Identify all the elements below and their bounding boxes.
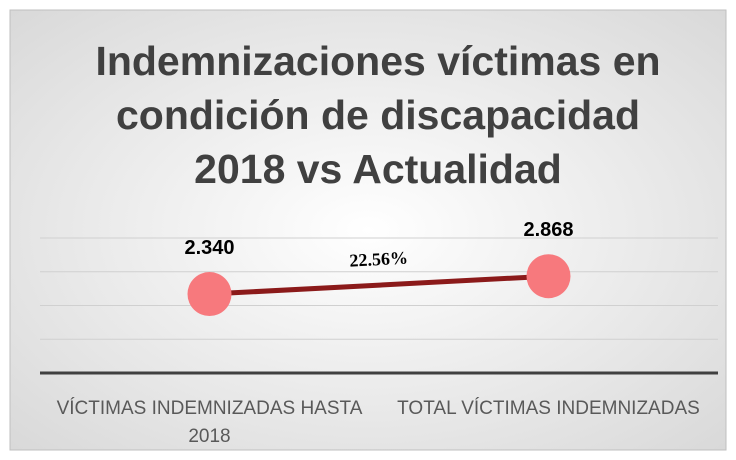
marker <box>187 272 232 317</box>
chart-title: Indemnizaciones víctimas en condición de… <box>95 38 661 192</box>
x-tick-label: VÍCTIMAS INDEMNIZADAS HASTA 2018 <box>56 398 363 447</box>
line <box>209 273 549 297</box>
marker <box>526 254 571 299</box>
data-label: 2.340 <box>184 237 234 259</box>
chart-frame <box>9 9 727 451</box>
data-label: 2.868 <box>523 219 573 241</box>
annotation: 22.56% <box>349 248 408 271</box>
x-tick-label: TOTAL VÍCTIMAS INDEMNIZADAS <box>397 398 700 419</box>
